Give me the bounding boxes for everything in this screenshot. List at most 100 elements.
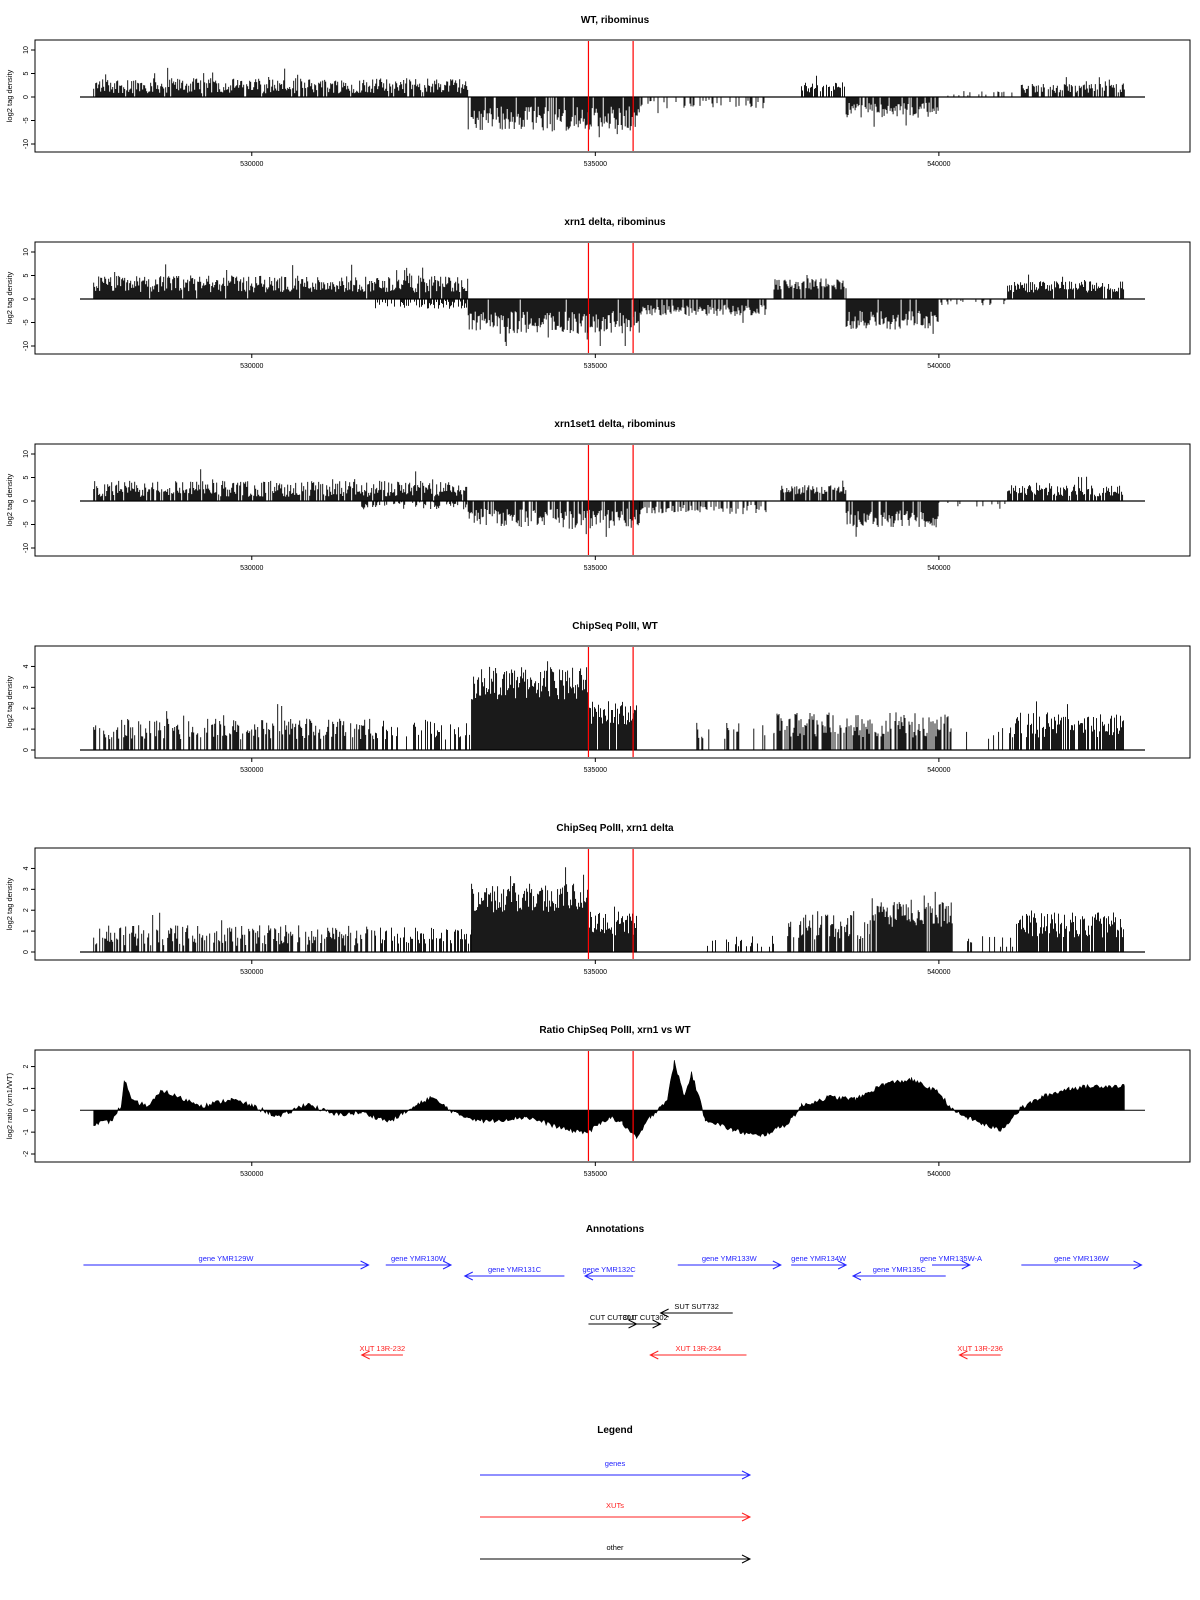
- x-tick-label: 535000: [584, 969, 607, 976]
- feature-arrow: [677, 1260, 782, 1270]
- y-axis-label: log2 tag density: [5, 675, 14, 728]
- feature-arrow: [83, 1260, 370, 1270]
- y-tick-label: -10: [23, 139, 30, 149]
- feature-label: gene YMR132C: [582, 1265, 636, 1274]
- y-tick-label: 2: [23, 706, 30, 710]
- legend-title: Legend: [597, 1425, 633, 1436]
- density-bars: [93, 67, 1125, 138]
- panel-4: ChipSeq PolII, xrn1 delta 0 1 2 3 4 log2 tag d…: [5, 823, 1191, 976]
- x-tick-label: 530000: [240, 1171, 263, 1178]
- x-tick-label: 540000: [927, 565, 950, 572]
- density-bars: [93, 661, 1124, 750]
- feature-arrow: [385, 1260, 453, 1270]
- feature-label: XUT 13R-232: [359, 1344, 405, 1353]
- feature-arrow: [583, 1271, 634, 1281]
- density-bars: [93, 264, 1125, 346]
- y-tick-label: 5: [23, 273, 30, 277]
- y-tick-label: 1: [23, 929, 30, 933]
- panel-title: xrn1set1 delta, ribominus: [554, 419, 676, 430]
- y-tick-label: 4: [23, 866, 30, 870]
- feature-arrow: [659, 1308, 733, 1318]
- feature-label: CUT CUT301: [590, 1313, 635, 1322]
- density-bars: [93, 469, 1124, 537]
- feature-arrow: [649, 1350, 747, 1360]
- x-tick-label: 530000: [240, 969, 263, 976]
- panel-title: ChipSeq PolII, xrn1 delta: [556, 823, 674, 834]
- x-tick-label: 535000: [584, 565, 607, 572]
- feature-label: gene YMR133W: [702, 1254, 758, 1263]
- feature-arrow-head: [652, 1319, 662, 1329]
- feature-arrow-head: [958, 1350, 968, 1360]
- feature-label: XUT 13R-234: [676, 1344, 722, 1353]
- legend-entries: genes XUTs other: [480, 1459, 752, 1564]
- y-tick-label: -5: [23, 319, 30, 325]
- panel-title: xrn1 delta, ribominus: [564, 217, 666, 228]
- panel-0: WT, ribominus -10 -5 0 5 10 log2 tag density 53…: [5, 15, 1191, 168]
- annotation-features: gene YMR129W gene YMR130W gene YMR131C gene…: [83, 1254, 1143, 1360]
- x-tick-label: 535000: [584, 161, 607, 168]
- annotations-panel: Annotations gene YMR129W gene YMR130Wgene…: [83, 1224, 1143, 1360]
- y-tick-label: 10: [23, 248, 30, 256]
- panel-title: WT, ribominus: [581, 15, 650, 26]
- feature-label: XUT 13R-236: [957, 1344, 1003, 1353]
- legend-arrow-head: [741, 1554, 752, 1564]
- y-tick-label: 5: [23, 475, 30, 479]
- panel-title: Ratio ChipSeq PolII, xrn1 vs WT: [539, 1025, 690, 1036]
- x-tick-label: 540000: [927, 1171, 950, 1178]
- feature-label: gene YMR134W: [791, 1254, 847, 1263]
- panel-title: ChipSeq PolII, WT: [572, 621, 658, 632]
- x-tick-label: 535000: [584, 767, 607, 774]
- feature-arrow-head: [851, 1271, 862, 1281]
- feature-arrow: [629, 1319, 662, 1329]
- y-axis-label: log2 tag density: [5, 69, 14, 122]
- density-bars: [93, 867, 1124, 952]
- legend-arrow: [480, 1470, 752, 1480]
- y-tick-label: -1: [23, 1129, 30, 1135]
- feature-arrow-head: [961, 1260, 971, 1270]
- feature-arrow: [958, 1350, 1001, 1360]
- x-tick-label: 530000: [240, 767, 263, 774]
- annotations-title: Annotations: [586, 1224, 645, 1235]
- feature-label: SUT SUT732: [674, 1302, 718, 1311]
- y-tick-label: -2: [23, 1151, 30, 1157]
- y-tick-label: 2: [23, 908, 30, 912]
- x-tick-label: 540000: [927, 767, 950, 774]
- y-tick-label: 0: [23, 1108, 30, 1112]
- feature-arrow-head: [463, 1271, 473, 1281]
- y-tick-label: 10: [23, 46, 30, 54]
- feature-label: gene YMR136W: [1054, 1254, 1110, 1263]
- feature-arrow: [360, 1350, 403, 1360]
- feature-arrow: [1021, 1260, 1143, 1270]
- y-tick-label: 0: [23, 748, 30, 752]
- feature-arrow-head: [360, 1260, 370, 1270]
- y-tick-label: 0: [23, 950, 30, 954]
- panel-3: ChipSeq PolII, WT 0 1 2 3 4 log2 tag density 53…: [5, 621, 1191, 774]
- legend-arrow-head: [741, 1470, 752, 1480]
- feature-label: gene YMR135W-A: [920, 1254, 982, 1263]
- x-tick-label: 530000: [240, 363, 263, 370]
- y-axis-label: log2 ratio (xrn1/WT): [5, 1072, 14, 1139]
- panel-1: xrn1 delta, ribominus -10 -5 0 5 10 log2 tag d…: [5, 217, 1191, 370]
- y-tick-label: 0: [23, 95, 30, 99]
- legend-arrow: [480, 1554, 752, 1564]
- panel-2: xrn1set1 delta, ribominus -10 -5 0 5 10 log2 t…: [5, 419, 1191, 572]
- feature-label: gene YMR130W: [391, 1254, 447, 1263]
- legend-panel: Legend genes XUTs other: [480, 1425, 752, 1564]
- feature-label: gene YMR131C: [488, 1265, 542, 1274]
- feature-arrow-head: [837, 1260, 848, 1270]
- feature-label: gene YMR129W: [199, 1254, 255, 1263]
- feature-arrow-head: [360, 1350, 370, 1360]
- x-tick-label: 540000: [927, 969, 950, 976]
- y-tick-label: 0: [23, 499, 30, 503]
- x-tick-label: 535000: [584, 1171, 607, 1178]
- y-tick-label: 3: [23, 887, 30, 891]
- y-tick-label: 3: [23, 685, 30, 689]
- feature-arrow: [932, 1260, 971, 1270]
- y-tick-label: 10: [23, 450, 30, 458]
- feature-arrow-head: [649, 1350, 659, 1360]
- y-axis-label: log2 tag density: [5, 877, 14, 930]
- x-tick-label: 540000: [927, 161, 950, 168]
